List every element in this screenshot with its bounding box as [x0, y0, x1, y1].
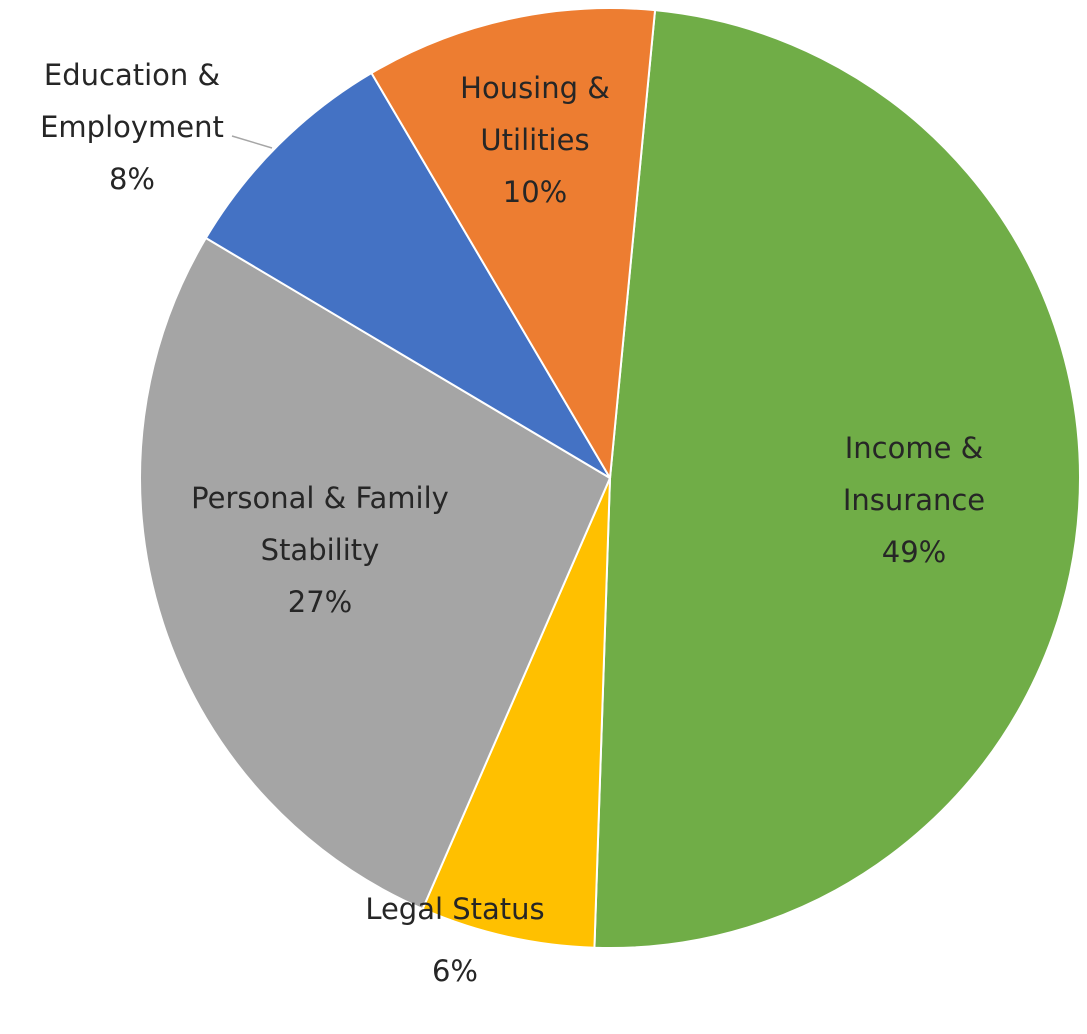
leader-line — [231, 135, 273, 149]
pie-slice — [370, 7, 657, 482]
value-label: 6% — [431, 954, 478, 988]
slice-label: Legal Status 6% — [325, 883, 585, 997]
category-label: Income & Insurance — [842, 431, 986, 517]
slice-label: Income & Insurance 49% — [814, 422, 1014, 578]
value-label: 49% — [881, 535, 947, 569]
category-label: Personal & Family Stability — [191, 481, 449, 567]
category-label: Legal Status — [365, 892, 545, 926]
pie-slice — [593, 9, 1081, 949]
slice-label: Education & Employment 8% — [7, 49, 257, 205]
slice-label: Personal & Family Stability 27% — [155, 472, 485, 628]
pie-slice — [421, 477, 611, 949]
category-label: Education & Employment — [40, 58, 224, 144]
pie-slice — [204, 71, 611, 479]
value-label: 27% — [287, 585, 353, 619]
value-label: 8% — [108, 162, 155, 196]
slice-label: Housing & Utilities 10% — [435, 62, 635, 218]
category-label: Housing & Utilities — [460, 71, 610, 157]
pie-slice — [139, 236, 612, 911]
value-label: 10% — [502, 175, 568, 209]
